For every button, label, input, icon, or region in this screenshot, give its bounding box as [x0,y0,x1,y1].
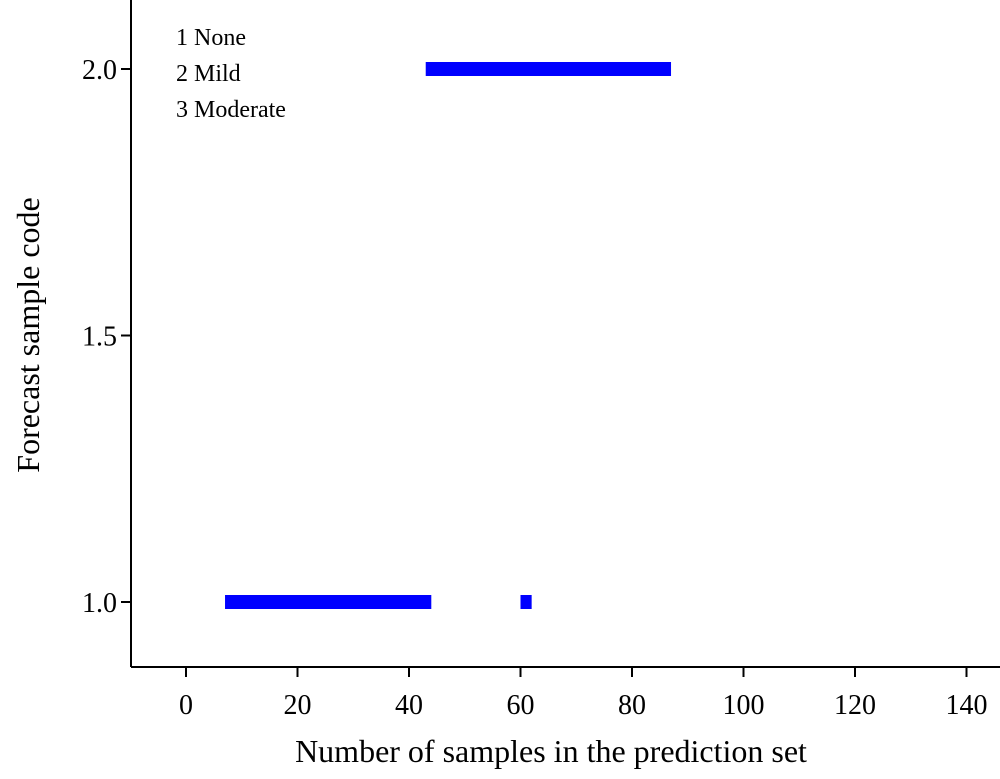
y-ticks: 1.01.52.02.53.0 [82,55,131,619]
data-point-run [425,62,672,76]
legend-entry: 1 None [176,25,246,51]
data-point-run [225,595,432,609]
x-tick-label: 60 [507,690,535,721]
y-axis-title: Forecast sample code [10,197,46,472]
x-tick-label: 120 [834,690,876,721]
x-tick-label: 20 [284,690,312,721]
y-tick-label: 2.0 [82,55,117,86]
data-marks [225,62,672,609]
legend-entry: 2 Mild [176,61,241,87]
x-axis-title: Number of samples in the prediction set [295,733,807,769]
x-tick-label: 40 [395,690,423,721]
x-tick-label: 80 [618,690,646,721]
legend: 1 None 2 Mild 3 Moderate [176,25,286,123]
data-point-run [520,595,532,609]
legend-entry: 3 Moderate [176,97,286,123]
x-tick-label: 140 [946,690,988,721]
y-tick-label: 1.5 [82,322,117,353]
x-tick-label: 0 [179,690,193,721]
y-tick-label: 1.0 [82,588,117,619]
x-tick-label: 100 [723,690,765,721]
x-ticks: 0 20 40 60 80 100 120 140 [179,667,988,721]
